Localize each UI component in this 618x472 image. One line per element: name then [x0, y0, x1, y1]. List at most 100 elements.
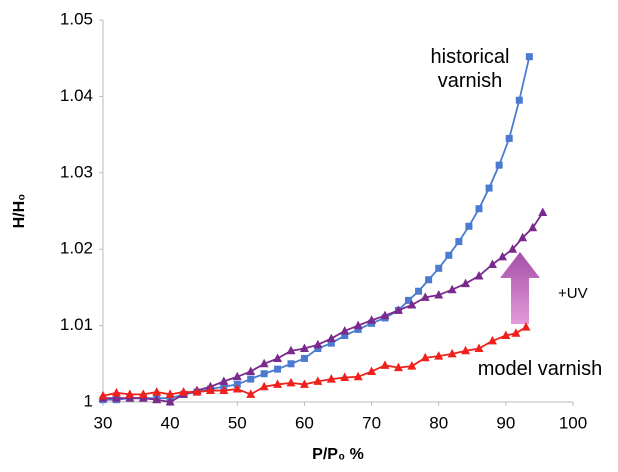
marker — [286, 345, 296, 355]
marker — [508, 244, 518, 253]
marker — [455, 238, 463, 246]
marker — [260, 370, 268, 378]
marker — [313, 376, 323, 385]
marker — [521, 322, 531, 331]
marker — [340, 372, 350, 382]
x-tick-label: 70 — [362, 413, 381, 432]
marker — [447, 348, 457, 358]
y-tick-label: 1.01 — [60, 315, 93, 334]
marker — [326, 333, 336, 343]
marker — [125, 389, 135, 398]
marker — [152, 387, 162, 396]
marker — [98, 390, 108, 400]
marker — [434, 290, 444, 299]
y-tick-label: 1 — [84, 391, 93, 410]
marker — [299, 343, 309, 353]
series-label: historical varnish — [430, 46, 510, 92]
marker — [447, 284, 457, 294]
marker — [495, 161, 503, 169]
marker — [407, 299, 417, 309]
marker — [287, 360, 295, 368]
marker — [525, 53, 533, 61]
marker — [259, 358, 269, 368]
marker — [219, 376, 229, 385]
x-tick-label: 100 — [559, 413, 587, 432]
marker — [300, 354, 308, 362]
marker — [205, 385, 215, 395]
uv-arrow — [500, 252, 540, 324]
marker — [313, 339, 323, 349]
marker — [415, 287, 423, 295]
y-tick-label: 1.02 — [60, 239, 93, 258]
marker — [420, 292, 430, 301]
x-tick-label: 50 — [228, 413, 247, 432]
marker — [505, 134, 513, 142]
marker — [138, 389, 148, 398]
marker — [518, 232, 528, 242]
marker — [326, 374, 336, 383]
marker — [274, 365, 282, 373]
marker — [393, 305, 403, 314]
marker — [511, 328, 521, 337]
marker — [367, 315, 377, 324]
marker — [475, 205, 483, 213]
y-axis-label: H/H₀ — [11, 194, 28, 229]
marker — [232, 384, 242, 393]
marker — [380, 360, 390, 369]
x-tick-label: 60 — [295, 413, 314, 432]
marker — [232, 371, 242, 381]
x-tick-label: 90 — [496, 413, 515, 432]
marker — [286, 377, 296, 387]
marker — [111, 393, 121, 402]
marker — [367, 366, 377, 375]
marker — [353, 320, 363, 330]
marker — [445, 251, 453, 259]
series-label: model varnish — [477, 358, 603, 380]
marker — [152, 394, 162, 404]
marker — [165, 389, 175, 398]
marker — [192, 387, 202, 396]
y-tick-label: 1.04 — [60, 86, 93, 105]
marker — [407, 361, 417, 370]
x-tick-label: 40 — [161, 413, 180, 432]
marker — [341, 332, 349, 340]
marker — [380, 310, 390, 320]
y-tick-label: 1.03 — [60, 162, 93, 181]
marker — [314, 345, 322, 353]
marker — [299, 379, 309, 388]
marker — [487, 335, 497, 345]
marker — [425, 276, 433, 284]
marker — [434, 351, 444, 360]
marker — [273, 353, 283, 362]
marker — [246, 389, 256, 398]
marker — [219, 385, 229, 395]
annotation: +UV — [558, 285, 588, 302]
marker — [405, 296, 412, 304]
marker — [528, 222, 538, 232]
x-tick-label: 80 — [429, 413, 448, 432]
marker — [393, 362, 403, 372]
marker — [474, 270, 484, 280]
marker — [465, 222, 473, 230]
marker — [179, 387, 189, 396]
marker — [420, 352, 430, 362]
marker — [487, 259, 497, 268]
marker — [111, 387, 121, 397]
marker — [485, 184, 493, 192]
marker — [461, 345, 471, 355]
marker — [515, 96, 523, 104]
marker — [474, 343, 484, 353]
marker — [501, 330, 511, 340]
marker — [435, 264, 443, 272]
marker — [538, 207, 548, 217]
x-axis-label: P/P₀ % — [312, 446, 364, 463]
marker — [259, 381, 269, 391]
marker — [498, 251, 507, 261]
y-tick-label: 1.05 — [60, 9, 93, 28]
marker — [247, 375, 255, 383]
marker — [461, 278, 471, 288]
marker — [340, 325, 350, 335]
marker — [354, 325, 362, 333]
